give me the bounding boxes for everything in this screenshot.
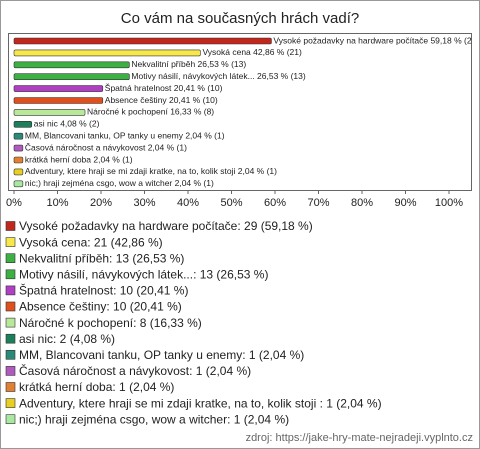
x-tick-label: 40% xyxy=(177,197,199,209)
legend-swatch xyxy=(5,333,16,344)
x-tick-label: 100% xyxy=(435,197,463,209)
x-tick-label: 20% xyxy=(90,197,112,209)
legend-label: Časová náročnost a návykovost: 1 (2,04 %… xyxy=(19,363,251,378)
legend-swatch xyxy=(5,366,16,376)
legend-swatch xyxy=(5,398,16,408)
bar xyxy=(13,121,33,128)
legend-label: krátká herní doba: 1 (2,04 %) xyxy=(19,380,174,394)
x-tick-label: 60% xyxy=(264,197,286,209)
bar-label: nic;) hraji zejména csgo, wow a witcher … xyxy=(25,178,214,188)
legend-label: MM, Blancovani tanku, OP tanky u enemy: … xyxy=(19,348,304,362)
bar-label: Absence češtiny 20,41 % (10) xyxy=(105,95,218,105)
source: zdroj: https://jake-hry-mate-nejradeji.v… xyxy=(246,432,473,444)
legend-label: nic;) hraji zejména csgo, wow a witcher:… xyxy=(19,412,289,426)
x-tick-label: 30% xyxy=(133,197,155,209)
bar xyxy=(13,144,24,152)
legend-swatch xyxy=(5,237,16,247)
x-tick-label: 90% xyxy=(394,197,416,209)
legend-swatch xyxy=(5,253,16,263)
bar-label: asi nic 4,08 % (2) xyxy=(34,119,100,129)
bar-label: Adventury, ktere hraji se mi zdaji kratk… xyxy=(25,166,277,176)
bar-label: MM, Blancovani tanku, OP tanky u enemy 2… xyxy=(25,130,225,140)
bar-label: Vysoké požadavky na hardware počítače 59… xyxy=(273,35,479,45)
legend-label: Adventury, ktere hraji se mi zdaji kratk… xyxy=(19,396,382,410)
legend-swatch xyxy=(5,285,16,296)
legend-label: Náročné k pochopení: 8 (16,33 %) xyxy=(19,316,202,330)
bar xyxy=(13,85,104,92)
legend-label: Absence češtiny: 10 (20,41 %) xyxy=(19,300,182,314)
bar xyxy=(13,156,24,164)
bar xyxy=(13,180,24,188)
bar xyxy=(13,109,86,116)
legend-swatch xyxy=(5,221,16,231)
legend-label: Vysoké požadavky na hardware počítače: 2… xyxy=(19,219,313,233)
chart-title: Co vám na současných hrách vadí? xyxy=(121,10,359,27)
bar-label: krátká herní doba 2,04 % (1) xyxy=(25,154,133,164)
bar xyxy=(13,168,24,176)
bar xyxy=(13,61,130,69)
bar-label: Motivy násilí, návykových látek... 26,53… xyxy=(131,71,305,81)
legend-label: asi nic: 2 (4,08 %) xyxy=(19,332,115,346)
legend-swatch xyxy=(5,349,16,360)
x-tick-label: 0% xyxy=(6,197,22,209)
legend-swatch xyxy=(5,414,16,425)
legend-swatch xyxy=(5,382,16,392)
legend-label: Špatná hratelnost: 10 (20,41 %) xyxy=(19,283,188,298)
bar-label: Časová náročnost a návykovost 2,04 % (1) xyxy=(25,142,187,152)
bar xyxy=(13,37,272,45)
bar-label: Nekvalitní příběh 26,53 % (13) xyxy=(131,59,246,69)
legend-label: Vysoká cena: 21 (42,86 %) xyxy=(19,235,163,249)
bar xyxy=(13,49,201,57)
legend-swatch xyxy=(5,301,16,312)
bar xyxy=(13,73,130,80)
x-tick-label: 80% xyxy=(351,197,373,209)
legend-label: Nekvalitní příběh: 13 (26,53 %) xyxy=(19,251,184,265)
legend-swatch xyxy=(5,317,16,328)
bar-label: Náročné k pochopení 16,33 % (8) xyxy=(87,107,214,117)
x-tick-label: 70% xyxy=(307,197,329,209)
x-tick-label: 10% xyxy=(46,197,68,209)
bar-label: Vysoká cena 42,86 % (21) xyxy=(202,47,302,57)
bar xyxy=(13,132,24,140)
bar xyxy=(13,97,104,104)
plot-area xyxy=(8,33,472,191)
bar-label: Špatná hratelnost 20,41 % (10) xyxy=(105,83,223,93)
x-tick-label: 50% xyxy=(220,197,242,209)
legend-label: Motivy násilí, návykových látek...: 13 (… xyxy=(19,267,268,281)
legend-swatch xyxy=(5,269,16,280)
